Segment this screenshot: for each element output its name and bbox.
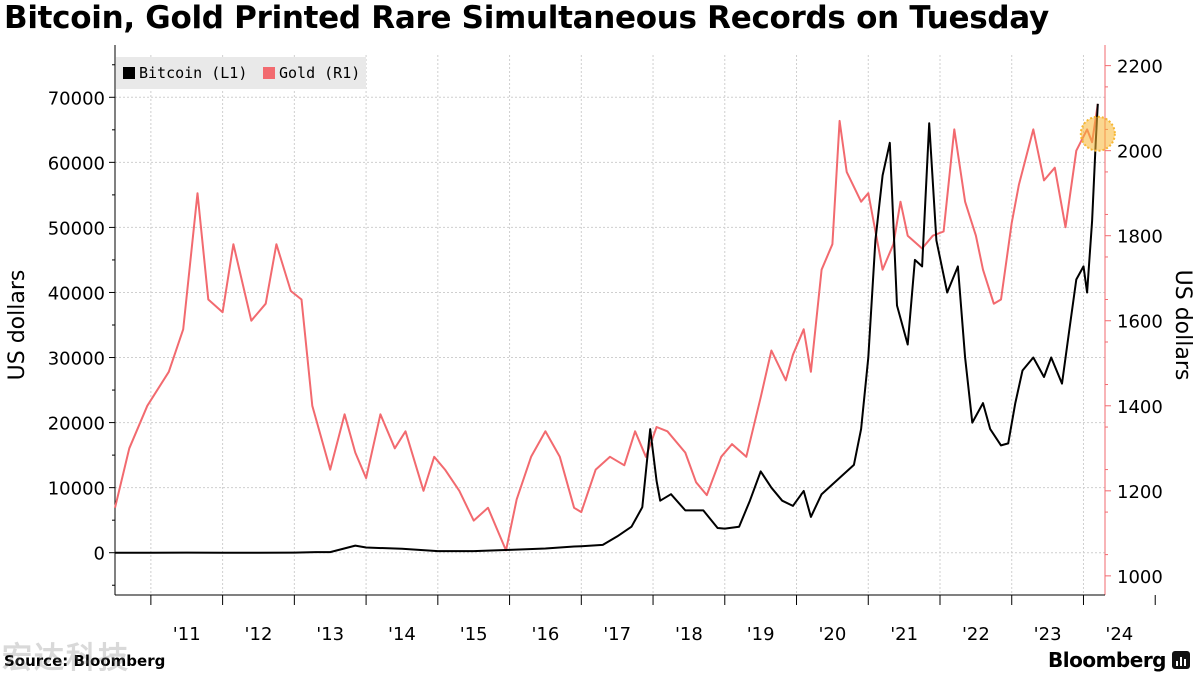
grid-lines [115, 55, 1105, 595]
y-left-tick-label: 40000 [48, 283, 105, 304]
x-tick-label: '13 [316, 624, 344, 645]
watermark: 宏达科技 [2, 641, 130, 676]
y-left-tick-label: 50000 [48, 218, 105, 239]
x-tick-label: '11 [173, 624, 201, 645]
y-left-tick-label: 30000 [48, 349, 105, 370]
bloomberg-chart-icon [1172, 651, 1190, 669]
y-left-tick-label: 70000 [48, 88, 105, 109]
y-right-tick-label: 1200 [1117, 482, 1163, 503]
chart-title: Bitcoin, Gold Printed Rare Simultaneous … [4, 0, 1049, 36]
y-right-tick-label: 1800 [1117, 227, 1163, 248]
x-tick-label: '14 [388, 624, 416, 645]
chart-area: Bitcoin (L1) Gold (R1) 0 10000 20000 30000 40… [5, 45, 1195, 645]
y-right-tick-label: 1400 [1117, 397, 1163, 418]
y-right-tick-label: 2200 [1117, 57, 1163, 78]
y-left-tick-label: 10000 [48, 479, 105, 500]
axis-labels: 0 10000 20000 30000 40000 50000 60000 70000 1000… [5, 57, 1195, 645]
y-left-tick-label: 0 [94, 544, 105, 565]
x-tick-label: '19 [747, 624, 775, 645]
legend-swatch [123, 67, 135, 79]
series-group [114, 103, 1116, 554]
x-tick-label: '21 [890, 624, 918, 645]
legend: Bitcoin (L1) Gold (R1) [116, 57, 366, 89]
record-highlight-circle [1079, 115, 1116, 152]
source-note: Source: Bloomberg [4, 652, 166, 670]
y-right-tick-label: 1000 [1117, 567, 1163, 588]
legend-label: Gold (R1) [279, 64, 360, 82]
y-left-tick-label: 60000 [48, 153, 105, 174]
brand-logo-text: Bloomberg [1048, 648, 1166, 672]
y-right-tick-label: 1600 [1117, 312, 1163, 333]
bitcoin-line [115, 103, 1099, 554]
x-tick-label: '20 [818, 624, 846, 645]
x-tick-label: '17 [603, 624, 631, 645]
x-tick-label: '18 [675, 624, 703, 645]
legend-box [116, 57, 366, 89]
x-tick-label: '24 [1105, 624, 1133, 645]
y-right-axis-title: US dollars [1170, 270, 1195, 381]
x-tick-label: '22 [962, 624, 990, 645]
gold-line [114, 103, 1099, 552]
y-left-tick-label: 20000 [48, 414, 105, 435]
x-tick-label: '12 [245, 624, 273, 645]
x-tick-label: '16 [532, 624, 560, 645]
y-right-tick-label: 2000 [1117, 142, 1163, 163]
legend-label: Bitcoin (L1) [139, 64, 247, 82]
legend-swatch [263, 67, 275, 79]
x-tick-label: '23 [1034, 624, 1062, 645]
axes [109, 45, 1156, 605]
x-tick-label: '15 [460, 624, 488, 645]
y-left-axis-title: US dollars [5, 270, 30, 381]
